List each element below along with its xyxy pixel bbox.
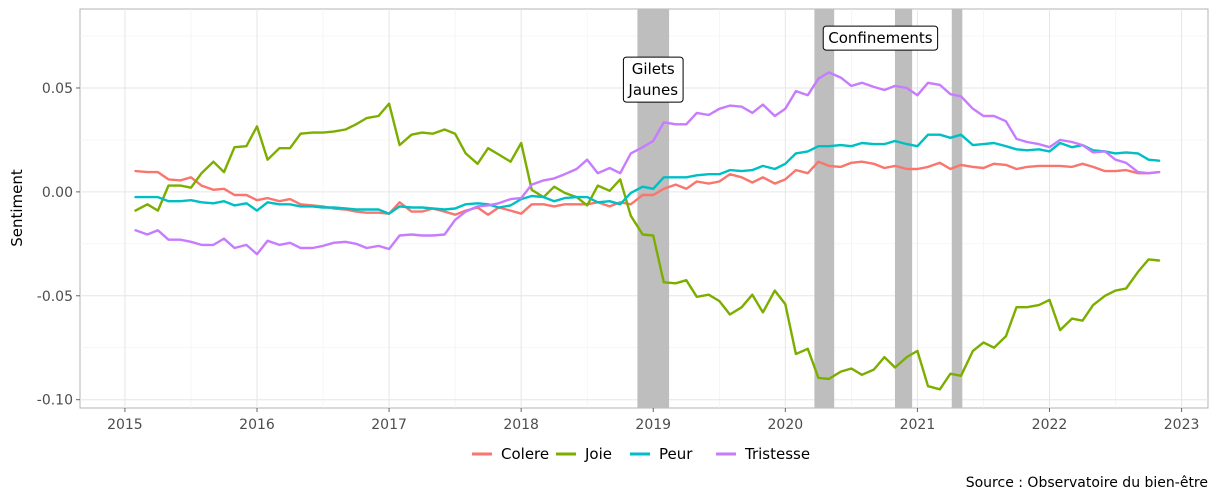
legend: Colere Joie Peur Tristesse <box>472 445 810 463</box>
x-tick-label: 2020 <box>768 417 804 433</box>
x-axis-ticks: 2015 2016 2017 2018 2019 2020 2021 2022 2023 <box>107 408 1199 433</box>
annotations: Gilets Jaunes Confinements <box>622 25 939 103</box>
series-lines <box>134 71 1161 391</box>
shaded-period <box>894 9 913 408</box>
legend-label-joie: Joie <box>584 445 612 463</box>
annotation-box <box>822 25 939 51</box>
x-tick-label: 2017 <box>371 417 407 433</box>
legend-label-tristesse: Tristesse <box>744 445 810 463</box>
series-line-peur <box>134 133 1161 215</box>
annotation-text: Gilets <box>632 60 675 78</box>
y-tick-label: -0.10 <box>37 393 73 409</box>
y-tick-label: 0.05 <box>42 81 73 97</box>
x-tick-label: 2015 <box>107 417 143 433</box>
chart-caption: Source : Observatoire du bien-être <box>966 475 1208 491</box>
annotation-label: Confinements <box>822 25 939 51</box>
y-tick-label: -0.05 <box>37 289 73 305</box>
x-tick-label: 2019 <box>635 417 671 433</box>
legend-label-colere: Colere <box>501 445 549 463</box>
y-axis-title: Sentiment <box>8 169 26 247</box>
annotation-text: Confinements <box>828 29 933 47</box>
legend-label-peur: Peur <box>659 445 693 463</box>
annotation-text: Jaunes <box>627 81 678 99</box>
x-tick-label: 2021 <box>900 417 936 433</box>
y-tick-label: 0.00 <box>42 185 73 201</box>
series-line-tristesse <box>134 71 1161 256</box>
x-tick-label: 2016 <box>239 417 275 433</box>
series-line-colere <box>134 160 1161 216</box>
annotation-label: Gilets Jaunes <box>622 56 684 103</box>
x-tick-label: 2023 <box>1164 417 1200 433</box>
series-line-joie <box>134 102 1161 391</box>
shaded-period <box>814 9 835 408</box>
shaded-period <box>951 9 963 408</box>
x-tick-label: 2022 <box>1032 417 1068 433</box>
annotation-box <box>622 56 684 103</box>
x-tick-label: 2018 <box>503 417 539 433</box>
y-axis-ticks: -0.10 -0.05 0.00 0.05 <box>37 81 80 409</box>
